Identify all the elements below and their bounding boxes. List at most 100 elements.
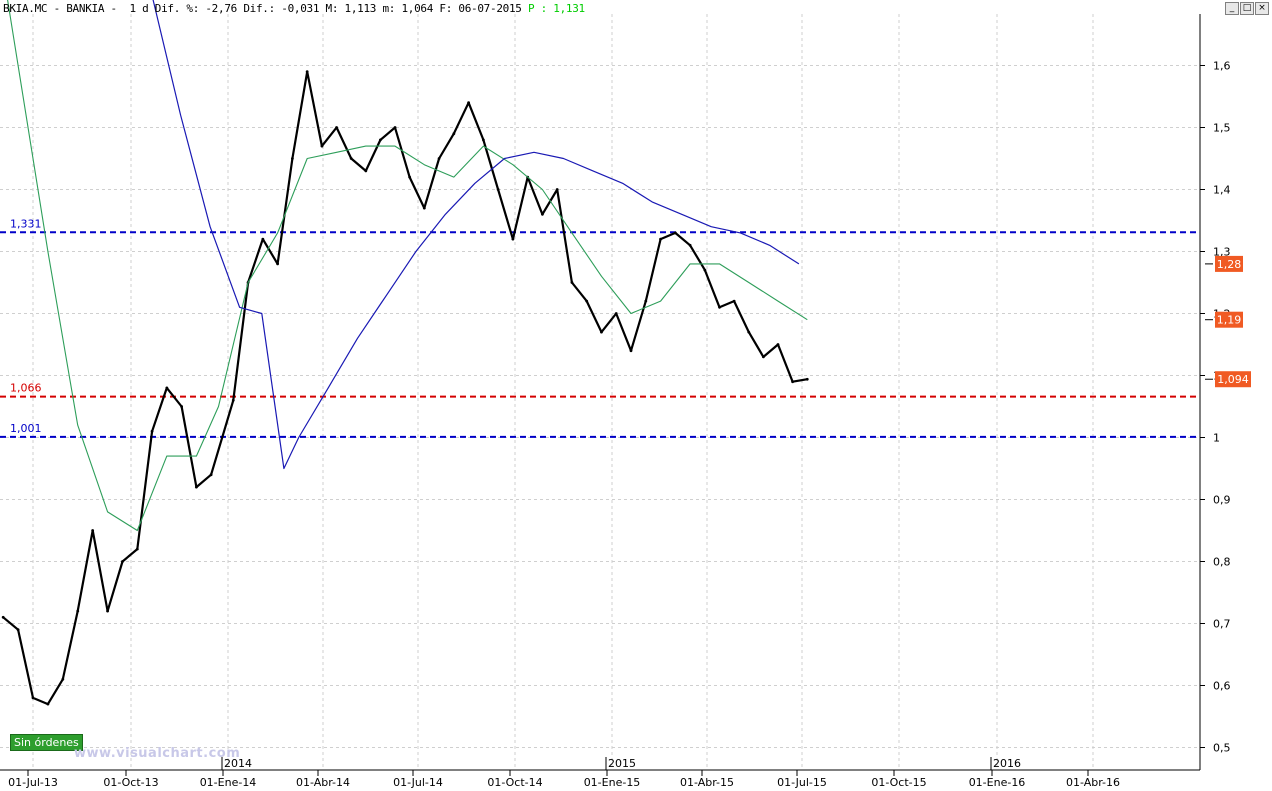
x-axis: 01-Jul-13 01-Oct-13 01-Ene-14 01-Abr-14 01-J… — [8, 757, 1120, 789]
price-point — [408, 175, 412, 179]
price-point — [673, 231, 677, 235]
x-tick-label: 01-Oct-15 — [871, 776, 926, 789]
price-tag-box — [1215, 255, 1243, 272]
x-tick-label: 01-Oct-14 — [487, 776, 542, 789]
price-point — [150, 429, 154, 433]
y-tick-label: 1,4 — [1213, 184, 1231, 197]
price-tags: 1,28 1,19 1,094 — [1205, 255, 1251, 388]
horizontal-lines: 1,331 1,066 1,001 — [0, 217, 1200, 438]
maximize-button[interactable]: □ — [1240, 2, 1254, 15]
price-point — [180, 405, 184, 408]
y-tick-label: 1,3 — [1213, 246, 1231, 259]
price-point — [46, 702, 50, 706]
price-point — [393, 126, 397, 129]
price-point — [422, 206, 426, 210]
x-tick-label: 01-Jul-14 — [393, 776, 443, 789]
price-point — [231, 398, 235, 402]
y-tick-label: 0,8 — [1213, 556, 1231, 569]
y-axis: 0,50,60,70,80,911,11,21,31,41,51,6 — [1200, 60, 1231, 755]
order-status-badge[interactable]: Sin órdenes — [10, 734, 83, 751]
price-point — [121, 560, 124, 563]
x-tick-label: 01-Ene-15 — [584, 776, 641, 789]
year-label: 2015 — [608, 757, 636, 770]
price-point — [165, 386, 169, 390]
y-tick-label: 1,5 — [1213, 122, 1231, 135]
x-tick-label: 01-Ene-16 — [969, 776, 1026, 789]
y-tick-label: 1,6 — [1213, 60, 1231, 73]
date-value: 06-07-2015 — [458, 2, 522, 15]
price-point — [570, 281, 574, 284]
price-point — [703, 268, 707, 272]
price-point — [209, 473, 213, 477]
series-ma_slow — [152, 0, 800, 470]
price-point — [629, 349, 633, 353]
price-point — [194, 485, 198, 489]
change-pct-label: Dif. %: — [154, 2, 200, 15]
close-button[interactable]: × — [1255, 2, 1269, 15]
change-pct: -2,76 — [205, 2, 237, 15]
price-point — [16, 628, 20, 632]
price-point — [31, 696, 35, 700]
price-point — [364, 169, 368, 173]
y-tick-label: 1 — [1213, 432, 1220, 445]
price-point — [776, 343, 780, 346]
price-point — [644, 299, 648, 303]
price-point — [732, 299, 736, 303]
price-point — [688, 243, 692, 247]
watermark: www.visualchart.com — [74, 746, 241, 761]
price-point — [718, 305, 721, 309]
price-point — [541, 212, 544, 216]
x-tick-label: 01-Ene-14 — [200, 776, 257, 789]
chart-header: BKIA.MC - BANKIA - 1 d Dif. %: -2,76 Dif… — [3, 2, 585, 15]
price-point — [91, 529, 95, 532]
minimize-button[interactable]: _ — [1225, 2, 1239, 15]
price-point — [747, 330, 751, 334]
price-point — [585, 299, 589, 303]
last-label: P : — [527, 2, 547, 15]
price-point — [379, 138, 382, 142]
timeframe: 1 d — [129, 2, 149, 15]
year-label: 2016 — [993, 757, 1021, 770]
x-tick-label: 01-Abr-15 — [680, 776, 734, 789]
x-tick-label: 01-Oct-13 — [103, 776, 158, 789]
price-point — [76, 609, 80, 613]
date-label: F: — [439, 2, 453, 15]
x-tick-label: 01-Jul-15 — [777, 776, 827, 789]
x-tick-label: 01-Abr-16 — [1066, 776, 1120, 789]
price-point — [276, 262, 280, 266]
y-tick-label: 0,5 — [1213, 742, 1231, 755]
price-point — [335, 126, 338, 129]
symbol: BKIA.MC — [3, 2, 48, 15]
price-point — [305, 70, 309, 74]
price-tag-label: 1,28 — [1217, 258, 1242, 271]
series-ma_fast — [7, 0, 808, 532]
price-point — [467, 101, 471, 105]
price-point — [805, 377, 809, 381]
price-point — [261, 237, 265, 241]
price-tag-label: 1,19 — [1217, 314, 1242, 327]
max-label: M: — [325, 2, 339, 15]
price-point — [791, 380, 795, 384]
x-tick-label: 01-Jul-13 — [8, 776, 58, 789]
price-tag-box — [1215, 371, 1251, 388]
price-point — [106, 609, 109, 613]
level-label: 1,066 — [10, 382, 42, 395]
change-abs: -0,031 — [281, 2, 320, 15]
min-label: m: — [382, 2, 396, 15]
price-point — [614, 312, 618, 315]
price-point — [761, 355, 765, 359]
price-tag-box — [1215, 311, 1243, 328]
y-tick-label: 0,9 — [1213, 494, 1231, 507]
price-point — [600, 330, 603, 334]
price-point — [320, 144, 324, 148]
grid — [0, 14, 1200, 770]
price-point — [555, 188, 559, 191]
price-point — [496, 188, 500, 191]
plot-area — [0, 14, 1200, 769]
last-price: 1,131 — [553, 2, 585, 15]
price-point — [437, 157, 441, 160]
max-value: 1,113 — [344, 2, 377, 15]
price-point — [511, 237, 515, 241]
price-point — [290, 157, 294, 160]
